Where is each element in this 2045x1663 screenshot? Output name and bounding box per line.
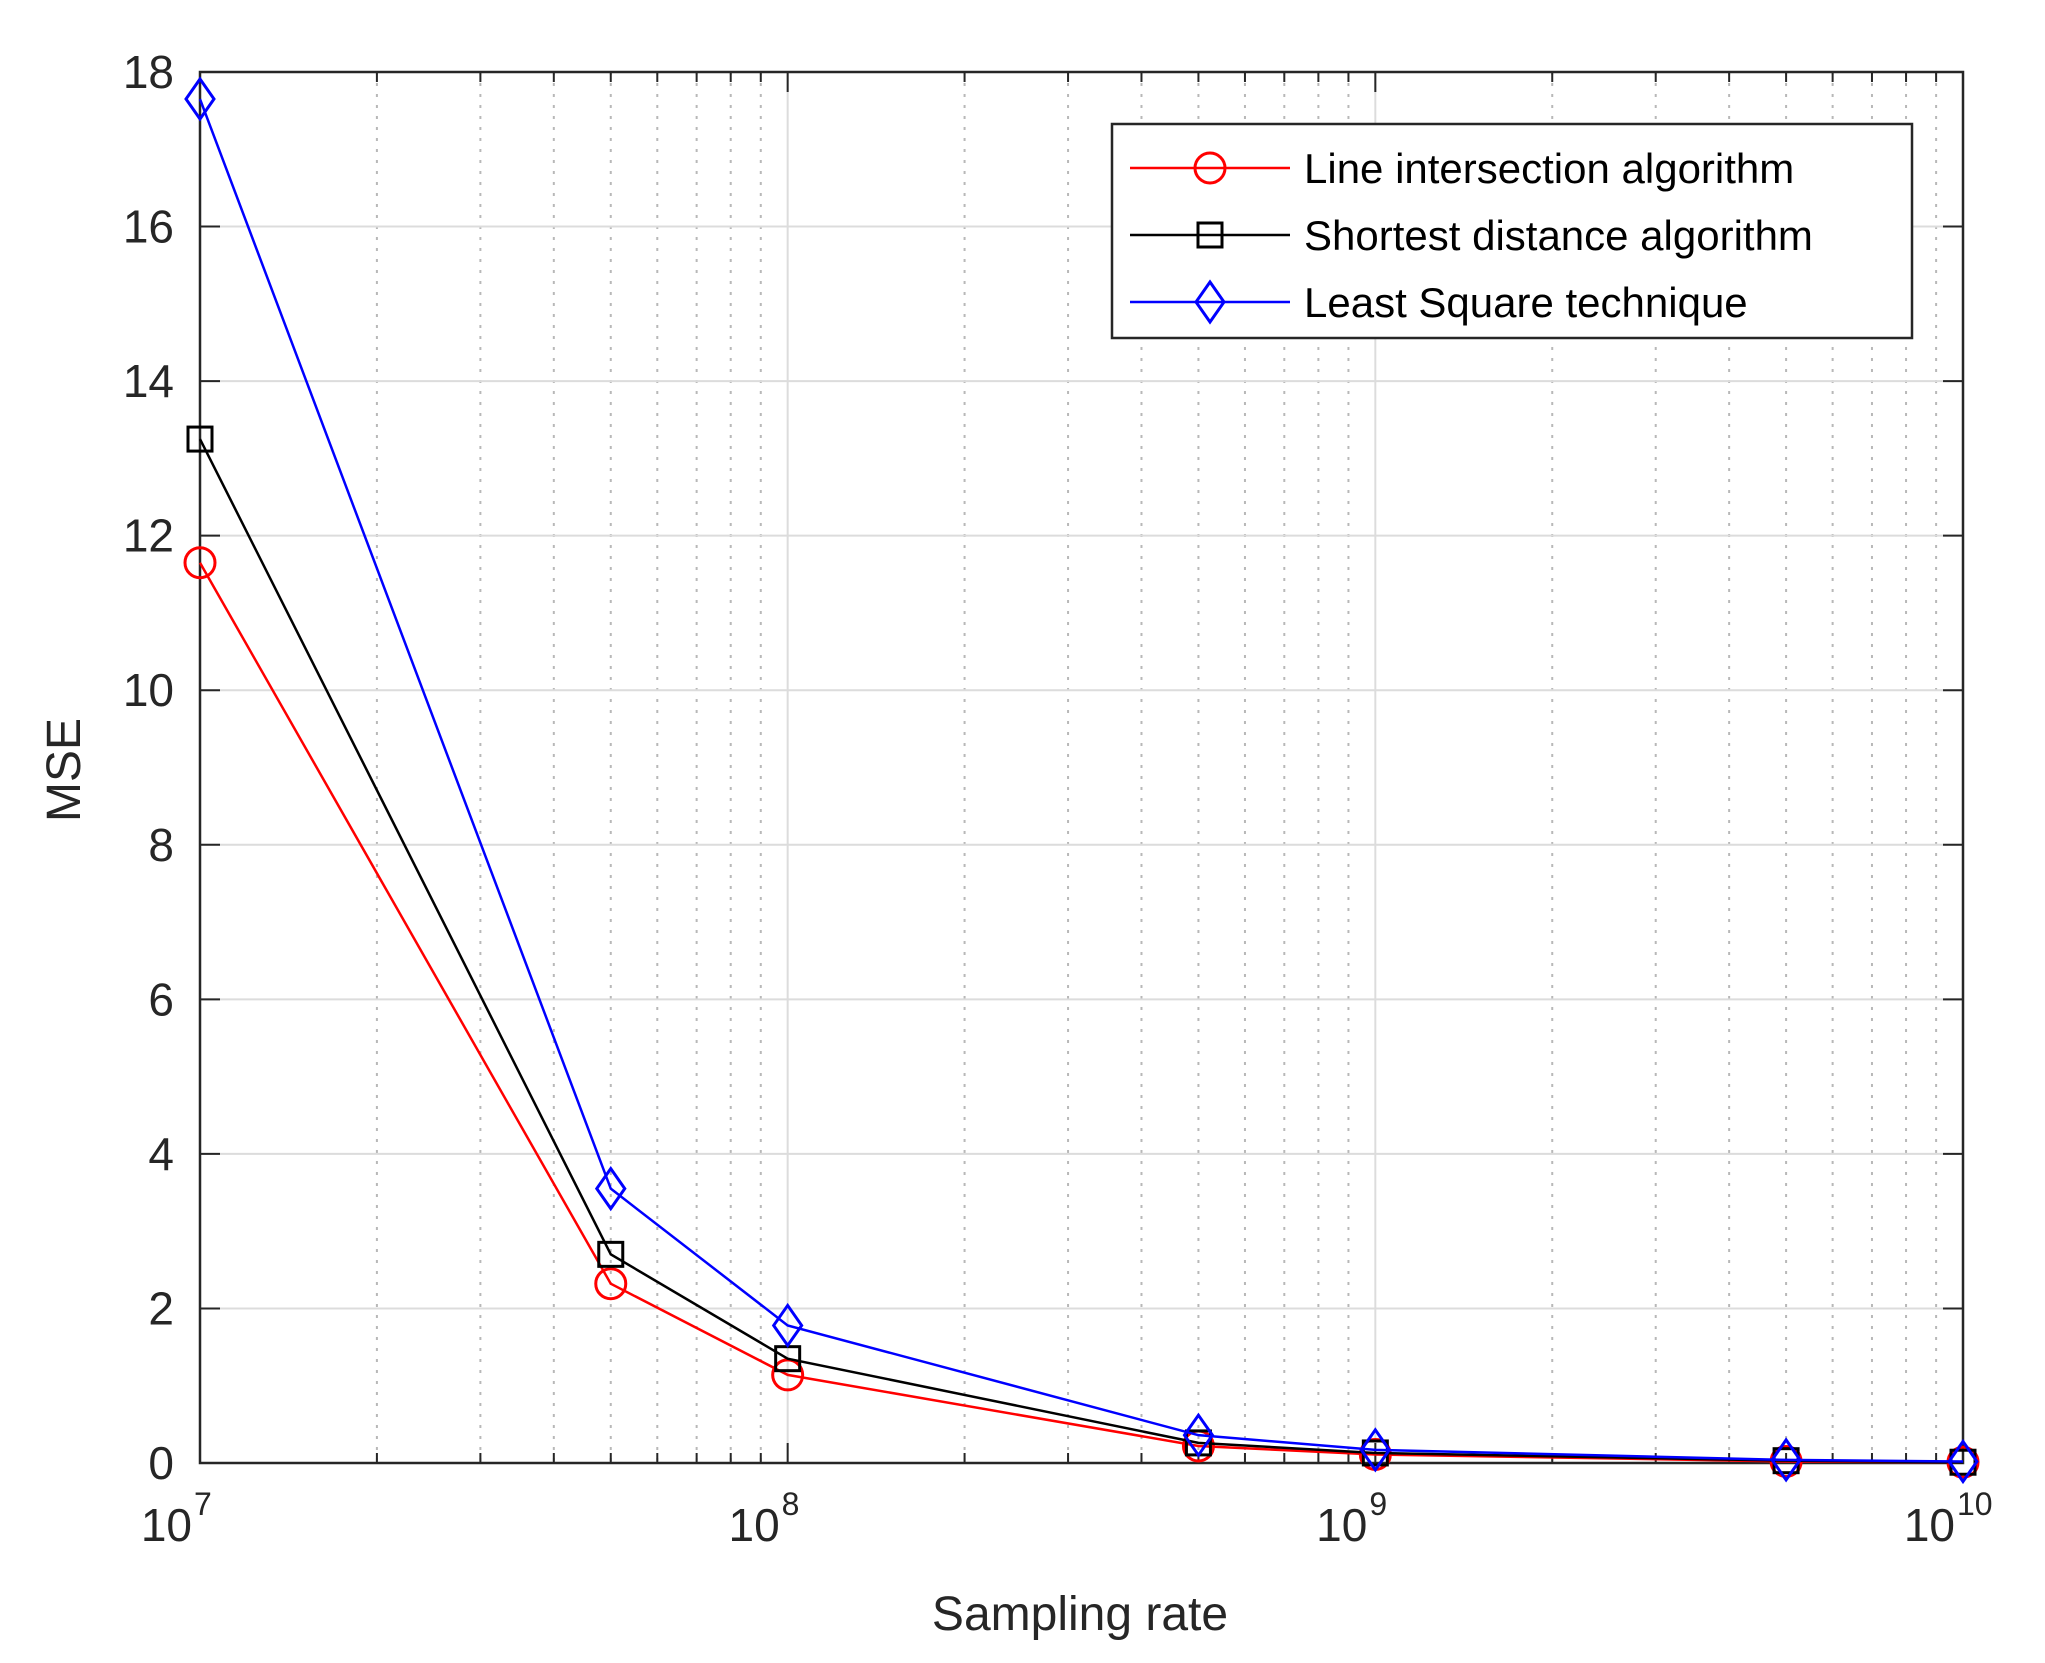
- legend: Line intersection algorithm Shortest dist…: [1110, 122, 1914, 340]
- x-tick-label: 10 8: [728, 1486, 799, 1551]
- diamond-marker: [594, 1166, 627, 1212]
- x-tick-base: 10: [1316, 1499, 1367, 1551]
- legend-label: Shortest distance algorithm: [1304, 212, 1813, 259]
- y-tick-label: 16: [123, 201, 174, 253]
- y-tick-label: 14: [123, 355, 174, 407]
- diamond-marker: [1770, 1437, 1802, 1483]
- y-tick-label: 4: [148, 1128, 174, 1180]
- square-marker: [1196, 221, 1224, 249]
- y-tick-label: 12: [123, 510, 174, 562]
- series-diamond: [184, 76, 1979, 1485]
- x-tick-label: 10 7: [141, 1486, 212, 1551]
- circle-marker: [183, 546, 217, 580]
- x-tick-exponent: 7: [194, 1486, 212, 1522]
- x-tick-base: 10: [1904, 1499, 1955, 1551]
- x-tick-base: 10: [728, 1499, 779, 1551]
- x-tick-exponent: 8: [782, 1486, 800, 1522]
- x-axis-label: Sampling rate: [932, 1588, 1228, 1641]
- series-line: [198, 98, 1964, 1463]
- circle-marker: [1193, 151, 1227, 185]
- y-tick-label: 18: [123, 46, 174, 98]
- diamond-marker: [771, 1302, 804, 1349]
- diamond-marker: [1947, 1438, 1979, 1485]
- x-tick-label: 10 10: [1904, 1486, 1993, 1551]
- legend-label: Least Square technique: [1304, 279, 1748, 326]
- x-tick-exponent: 10: [1957, 1486, 1993, 1522]
- y-tick-label: 8: [148, 819, 174, 871]
- y-tick-label: 2: [148, 1282, 174, 1334]
- x-tick-label: 10 9: [1316, 1486, 1387, 1551]
- y-tick-label: 10: [123, 664, 174, 716]
- x-tick-exponent: 9: [1369, 1486, 1387, 1522]
- y-tick-label: 0: [148, 1437, 174, 1489]
- legend-entry: Least Square technique: [1130, 279, 1748, 326]
- square-marker: [186, 425, 214, 453]
- y-axis-label: MSE: [38, 718, 91, 822]
- y-tick-label: 6: [148, 973, 174, 1025]
- legend-label: Line intersection algorithm: [1304, 145, 1794, 192]
- axes-box: [198, 70, 1965, 1465]
- legend-entry: Shortest distance algorithm: [1130, 212, 1813, 259]
- legend-entry: Line intersection algorithm: [1130, 145, 1794, 192]
- diamond-marker: [1182, 1412, 1215, 1458]
- square-marker: [597, 1240, 625, 1268]
- diamond-marker: [184, 76, 216, 122]
- diamond-marker: [1359, 1427, 1392, 1473]
- diamond-marker: [1194, 279, 1226, 325]
- series-layer: [183, 76, 1980, 1485]
- x-tick-base: 10: [141, 1499, 192, 1551]
- circle-marker: [594, 1267, 628, 1301]
